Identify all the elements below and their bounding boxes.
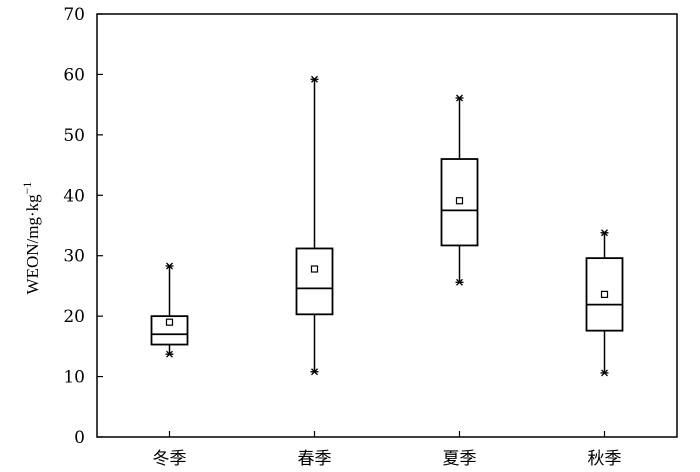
y-tick-label: 0 bbox=[74, 428, 85, 448]
max-marker bbox=[310, 75, 319, 83]
box-group bbox=[295, 75, 334, 376]
mean-marker bbox=[455, 197, 464, 205]
max-marker bbox=[455, 94, 464, 102]
y-tick-label: 20 bbox=[63, 307, 85, 327]
y-ticks: 0 10 20 30 40 50 60 70 bbox=[63, 5, 103, 448]
x-category-label: 冬季 bbox=[153, 449, 187, 469]
plot-frame bbox=[96, 13, 678, 438]
min-marker bbox=[600, 369, 609, 377]
category-labels: 冬季 春季 夏季 秋季 bbox=[153, 431, 622, 469]
max-marker bbox=[600, 229, 609, 237]
box-group bbox=[585, 229, 624, 377]
min-marker bbox=[455, 278, 464, 286]
y-axis-label-superscript: −1 bbox=[20, 182, 34, 195]
axes bbox=[96, 13, 678, 438]
box-group bbox=[440, 94, 479, 286]
y-tick-label: 60 bbox=[63, 65, 85, 85]
y-tick-label: 40 bbox=[63, 186, 85, 206]
x-category-label: 春季 bbox=[298, 449, 332, 469]
x-category-label: 秋季 bbox=[588, 449, 622, 469]
mean-marker bbox=[600, 290, 609, 298]
y-tick-label: 10 bbox=[63, 368, 85, 388]
mean-marker bbox=[310, 265, 319, 273]
y-tick-label: 50 bbox=[63, 126, 85, 146]
y-tick-label: 70 bbox=[63, 5, 85, 25]
max-marker bbox=[165, 262, 174, 270]
min-marker bbox=[165, 350, 174, 358]
y-axis-label-base: WEON/mg·kg bbox=[23, 194, 42, 295]
box-iqr bbox=[295, 247, 334, 316]
y-axis-label: WEON/mg·kg−1 bbox=[20, 182, 42, 295]
min-marker bbox=[310, 368, 319, 376]
x-category-label: 夏季 bbox=[443, 449, 477, 469]
y-tick-label: 30 bbox=[63, 247, 85, 267]
boxes bbox=[150, 75, 624, 377]
box-group bbox=[150, 262, 189, 358]
mean-marker bbox=[165, 318, 174, 326]
